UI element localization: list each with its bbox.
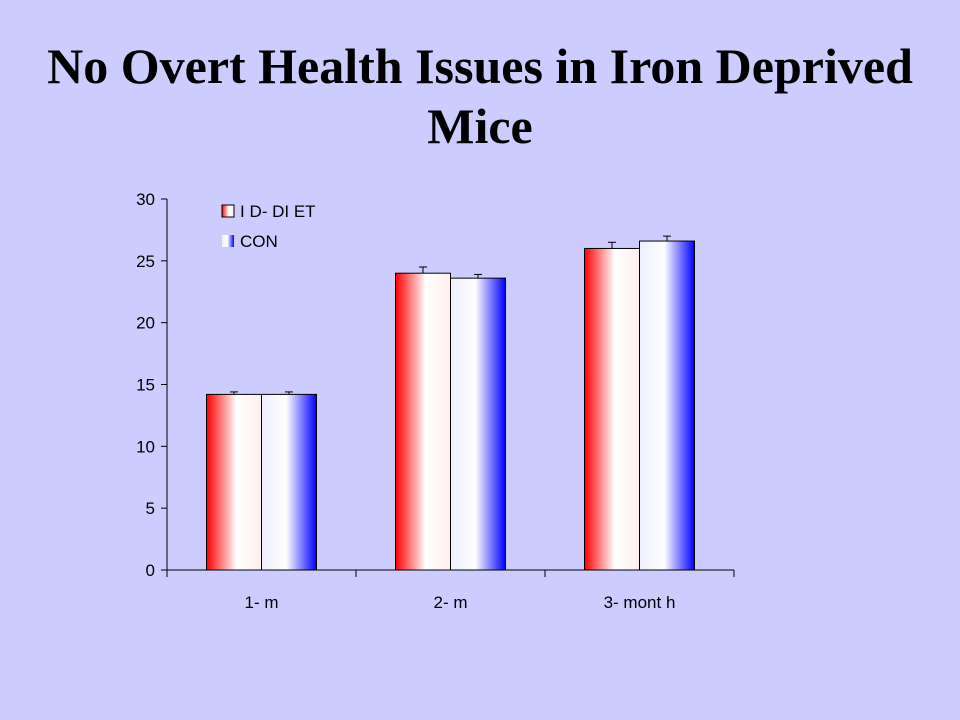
x-category-label: 3- mont h	[604, 593, 676, 612]
y-tick-label: 30	[136, 190, 155, 209]
bar-id-diet-3	[584, 247, 640, 571]
bar-con-3	[639, 240, 695, 571]
y-tick-label: 5	[146, 499, 155, 518]
slide-title: No Overt Health Issues in Iron Deprived …	[0, 36, 960, 156]
legend-label-id-diet: I D- DI ET	[240, 202, 316, 221]
bar-con-2	[450, 277, 506, 571]
legend-label-con: CON	[240, 232, 278, 251]
slide-title-line-1: No Overt Health Issues in Iron Deprived	[47, 38, 913, 94]
y-tick-label: 15	[136, 376, 155, 395]
legend-swatch-id-diet	[221, 204, 235, 218]
y-tick-label: 25	[136, 252, 155, 271]
bar-con-1	[261, 393, 317, 571]
bar-id-diet-1	[206, 393, 262, 571]
bar-id-diet-2	[395, 272, 451, 571]
y-tick-label: 20	[136, 314, 155, 333]
y-tick-label: 10	[136, 437, 155, 456]
x-category-label: 2- m	[434, 593, 468, 612]
legend-swatch-con	[222, 235, 234, 247]
y-tick-label: 0	[146, 561, 155, 580]
slide-title-line-2: Mice	[427, 98, 533, 154]
x-category-label: 1- m	[245, 593, 279, 612]
